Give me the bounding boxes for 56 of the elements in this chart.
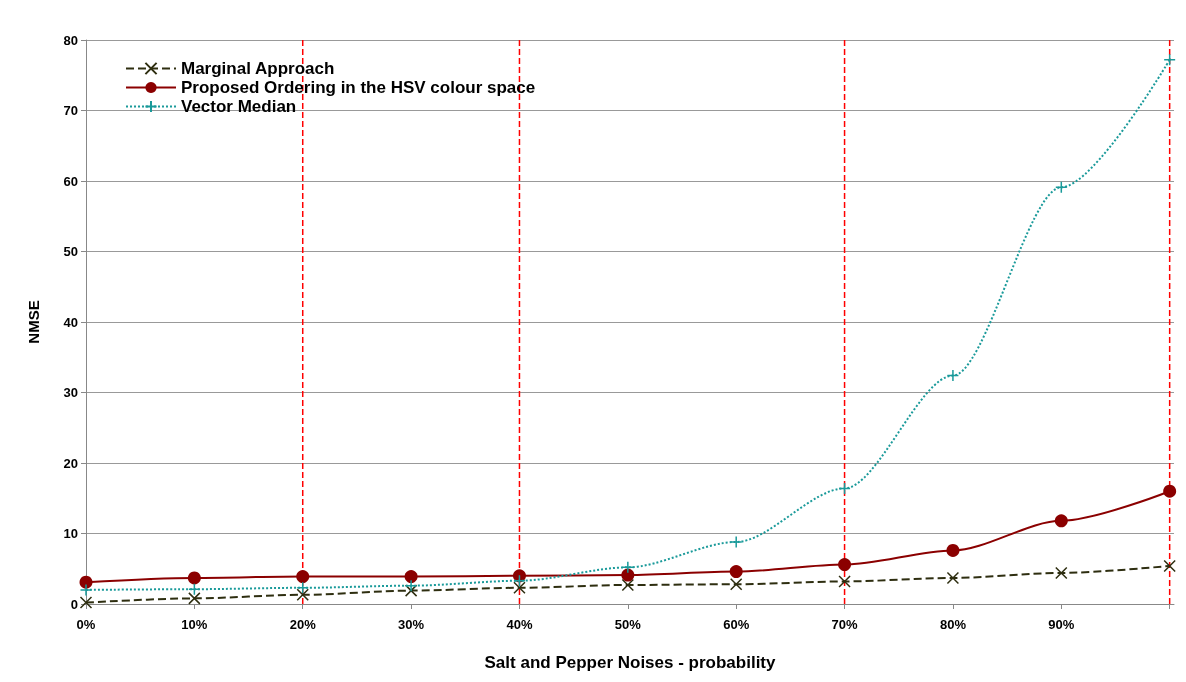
point [946, 571, 960, 585]
y-tick-label: 10 [63, 526, 78, 541]
point [1055, 181, 1068, 194]
point [1054, 514, 1068, 528]
point [1163, 53, 1176, 66]
x-tick-label: 60% [723, 617, 750, 632]
x-tick-label: 70% [831, 617, 859, 632]
y-tick-label: 0 [70, 596, 78, 612]
point [513, 581, 526, 595]
y-tick-label: 30 [63, 385, 78, 400]
point [513, 574, 526, 587]
point [187, 571, 201, 585]
point [296, 588, 309, 602]
point [1163, 559, 1176, 573]
legend-label: Vector Median [181, 97, 297, 116]
y-tick-label: 70 [63, 103, 78, 118]
point [404, 570, 418, 583]
point [621, 561, 635, 574]
y-tick-label: 80 [63, 32, 78, 48]
x-tick-label: 80% [939, 617, 967, 632]
x-axis-title: Salt and Pepper Noises - probability [484, 653, 777, 672]
point [296, 581, 309, 595]
point [729, 578, 743, 591]
x-tick-label: 50% [614, 617, 642, 632]
point [946, 543, 960, 557]
x-tick-label: 30% [398, 617, 425, 632]
point [729, 565, 743, 579]
point [621, 568, 635, 582]
point [838, 575, 851, 588]
x-tick-label: 20% [289, 617, 317, 632]
y-tick-label: 50 [63, 244, 78, 259]
point [838, 558, 852, 572]
point [79, 575, 93, 589]
y-tick-label: 40 [63, 314, 78, 330]
x-tick-label: 40% [506, 617, 533, 632]
point [838, 482, 851, 495]
point [946, 369, 960, 382]
x-tick-label: 90% [1048, 617, 1075, 632]
legend-label: Marginal Approach [181, 59, 335, 78]
point [188, 582, 201, 596]
point [621, 578, 635, 592]
point [729, 535, 743, 549]
point [1055, 566, 1068, 580]
point [404, 579, 418, 592]
x-tick-label: 0% [76, 617, 96, 632]
point [296, 570, 310, 583]
y-tick-label: 60 [63, 173, 78, 189]
point [1163, 484, 1177, 498]
x-tick-label: 10% [181, 617, 208, 632]
point [404, 584, 418, 597]
point [79, 583, 93, 597]
point [79, 596, 93, 609]
y-axis-title: NMSE [25, 300, 42, 344]
y-tick-label: 20 [63, 455, 78, 471]
point [188, 592, 201, 605]
legend-label: Proposed Ordering in the HSV colour space [181, 78, 536, 97]
